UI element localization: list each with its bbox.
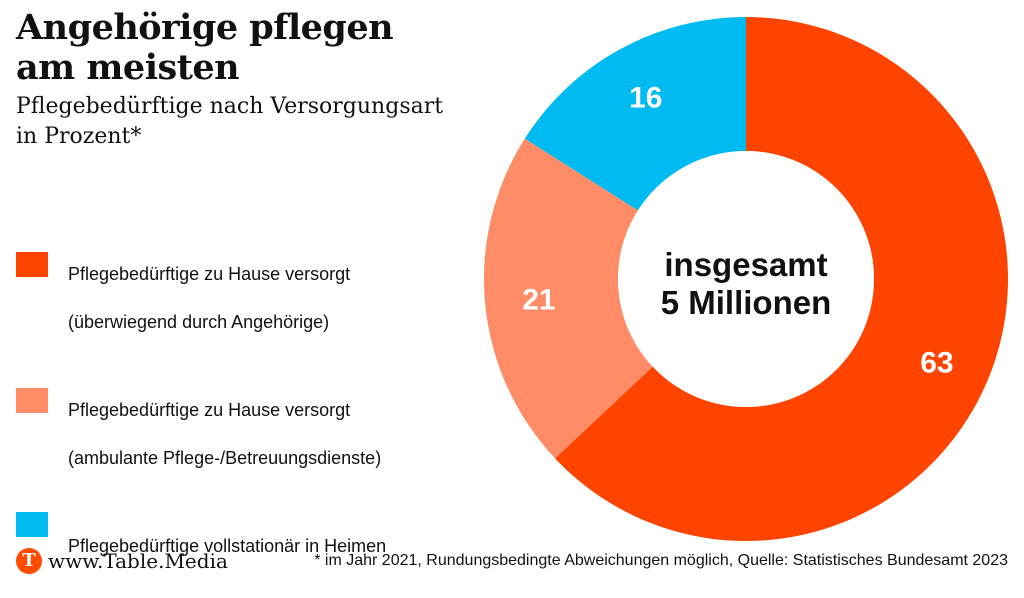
donut-hole [618, 151, 874, 407]
legend-item-home-ambulant: Pflegebedürftige zu Hause versorgt (ambu… [16, 374, 466, 494]
chart-subtitle-line-1: Pflegebedürftige nach Versorgungsart [16, 94, 444, 119]
slice-value-labels: 63 21 16 [522, 82, 953, 380]
legend-swatch-home-ambulant [16, 388, 48, 413]
legend-label-home-relatives-line-1: Pflegebedürftige zu Hause versorgt [68, 264, 351, 284]
legend-label-home-relatives: Pflegebedürftige zu Hause versorgt (über… [68, 238, 350, 358]
center-label-line-1: insgesamt [664, 246, 827, 283]
legend-swatch-home-relatives [16, 252, 48, 277]
brand-name: www.Table.Media [48, 549, 228, 573]
footer: T www.Table.Media * im Jahr 2021, Rundun… [16, 548, 1008, 578]
chart-title: Angehörige pflegen am meisten [16, 8, 476, 88]
legend-item-stationary: Pflegebedürftige vollstationär in Heimen [16, 510, 466, 582]
chart-title-line-1: Angehörige pflegen [16, 7, 394, 48]
legend-swatch-stationary [16, 512, 48, 537]
legend: Pflegebedürftige zu Hause versorgt (über… [16, 238, 466, 598]
donut-slice-stationary [524, 17, 746, 211]
source-note: * im Jahr 2021, Rundungsbedingte Abweich… [314, 552, 1008, 569]
slice-value-label-home-relatives: 63 [920, 347, 953, 380]
chart-subtitle-line-2: in Prozent* [16, 124, 142, 149]
donut-slice-home-relatives [555, 17, 1008, 541]
legend-label-home-ambulant-line-1: Pflegebedürftige zu Hause versorgt [68, 400, 351, 420]
legend-item-home-relatives: Pflegebedürftige zu Hause versorgt (über… [16, 238, 466, 358]
table-media-logo-icon: T [16, 548, 42, 574]
brand: T www.Table.Media [16, 548, 228, 574]
chart-title-line-2: am meisten [16, 47, 240, 88]
legend-label-home-relatives-line-2: (überwiegend durch Angehörige) [68, 312, 330, 332]
slice-value-label-home-ambulant: 21 [522, 284, 555, 317]
legend-label-home-ambulant-line-2: (ambulante Pflege-/Betreuungsdienste) [68, 448, 382, 468]
donut-slices [484, 17, 1008, 541]
center-label-line-2: 5 Millionen [661, 284, 832, 321]
legend-label-home-ambulant: Pflegebedürftige zu Hause versorgt (ambu… [68, 374, 381, 494]
slice-value-label-stationary: 16 [629, 82, 662, 115]
chart-subtitle: Pflegebedürftige nach Versorgungsart in … [16, 92, 476, 152]
donut-chart: insgesamt 5 Millionen 63 21 16 [484, 17, 1008, 541]
legend-label-stationary: Pflegebedürftige vollstationär in Heimen [68, 510, 386, 582]
legend-label-stationary-line-1: Pflegebedürftige vollstationär in Heimen [68, 536, 387, 556]
donut-slice-home-ambulant [484, 138, 653, 459]
